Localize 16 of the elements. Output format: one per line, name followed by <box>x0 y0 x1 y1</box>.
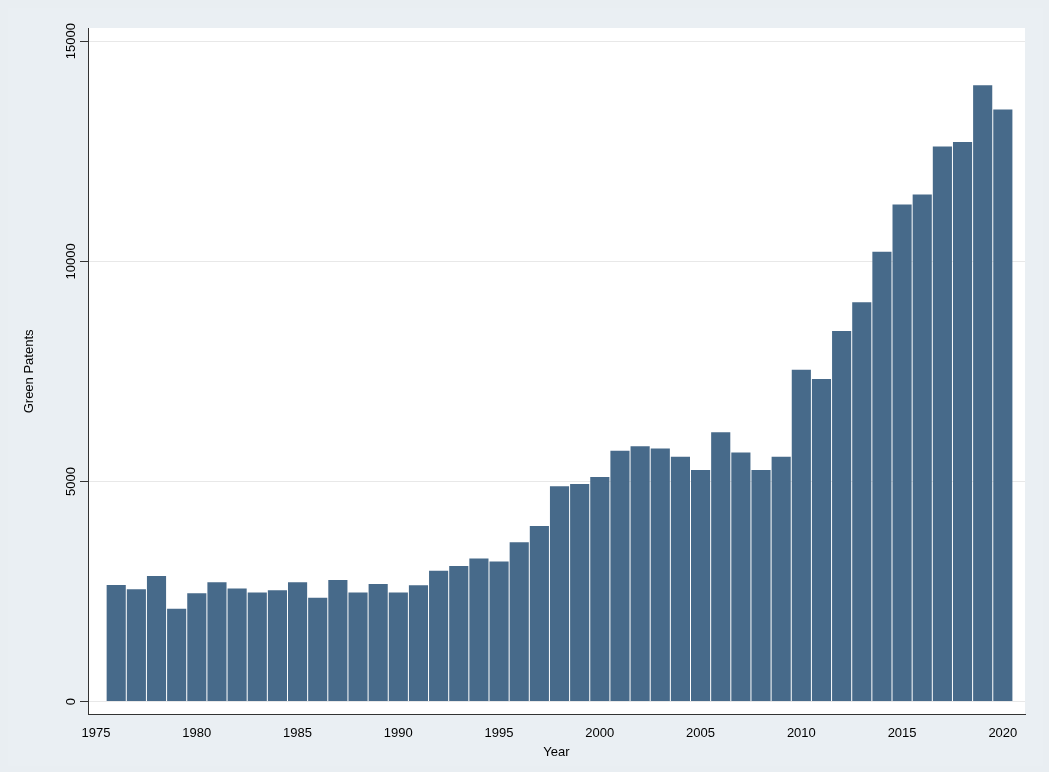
x-tick-label: 1990 <box>383 725 413 741</box>
y-axis-title: Green Patents <box>21 328 37 414</box>
y-tick-label: 10000 <box>63 243 79 280</box>
x-tick-label: 1985 <box>283 725 313 741</box>
x-axis-title: Year <box>543 743 571 759</box>
x-tick-label: 2005 <box>686 725 716 741</box>
x-tick-label: 1980 <box>182 725 212 741</box>
y-tick-label: 15000 <box>63 23 79 60</box>
y-tick-label: 0 <box>63 697 79 706</box>
y-tick-label: 5000 <box>63 467 79 496</box>
x-tick-label: 2000 <box>585 725 615 741</box>
x-tick-label: 2010 <box>786 725 816 741</box>
x-tick-label: 2015 <box>887 725 917 741</box>
x-tick-label: 1995 <box>484 725 514 741</box>
x-tick-label: 2020 <box>988 725 1018 741</box>
x-tick-label: 1975 <box>81 725 111 741</box>
